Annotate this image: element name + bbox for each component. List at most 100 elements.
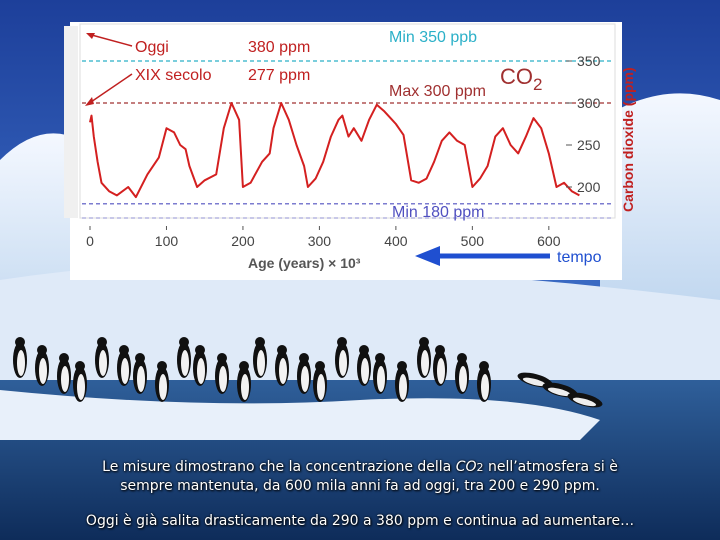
penguin-head bbox=[315, 361, 325, 371]
penguin-head bbox=[479, 361, 489, 371]
caption-line-3: Oggi è già salita drasticamente da 290 a… bbox=[85, 513, 635, 529]
x-tick-label-500: 500 bbox=[461, 233, 485, 249]
penguin-head bbox=[217, 353, 227, 363]
co2-label-main: CO bbox=[500, 64, 533, 89]
min-350-label: Min 350 ppb bbox=[389, 29, 477, 46]
caption-line-2: sempre mantenuta, da 600 mila anni fa ad… bbox=[120, 478, 600, 494]
penguin-belly bbox=[17, 350, 25, 376]
penguin bbox=[433, 345, 447, 386]
penguin-group bbox=[13, 337, 603, 408]
series-layer bbox=[89, 102, 580, 199]
penguin bbox=[567, 392, 603, 408]
x-tick-label-100: 100 bbox=[155, 233, 179, 249]
penguin-belly bbox=[572, 397, 597, 407]
penguin-belly bbox=[377, 366, 385, 392]
penguin bbox=[275, 345, 289, 386]
penguin-head bbox=[157, 361, 167, 371]
today-arrow bbox=[87, 33, 133, 47]
penguin-belly bbox=[437, 358, 445, 384]
penguin-head bbox=[135, 353, 145, 363]
penguin-head bbox=[337, 337, 347, 347]
y-axis: 200 250 300 350 bbox=[566, 53, 601, 195]
penguin-head bbox=[37, 345, 47, 355]
penguin-head bbox=[75, 361, 85, 371]
penguin-belly bbox=[361, 358, 369, 384]
penguin-head bbox=[195, 345, 205, 355]
penguin bbox=[73, 361, 87, 402]
x-tick-label-300: 300 bbox=[308, 233, 332, 249]
penguin-belly bbox=[301, 366, 309, 392]
penguin-head bbox=[255, 337, 265, 347]
x-tick-label-0: 0 bbox=[86, 233, 94, 249]
xix-arrowhead bbox=[85, 97, 94, 106]
penguin-belly bbox=[547, 387, 572, 397]
time-arrowhead bbox=[415, 246, 440, 266]
penguin-head bbox=[359, 345, 369, 355]
penguin bbox=[13, 337, 27, 378]
penguin bbox=[517, 372, 553, 388]
y-tick-label-350: 350 bbox=[577, 53, 601, 69]
y-tick-label-200: 200 bbox=[577, 179, 601, 195]
penguin bbox=[373, 353, 387, 394]
penguin bbox=[95, 337, 109, 378]
xix-value: 277 ppm bbox=[248, 67, 310, 84]
penguin-head bbox=[397, 361, 407, 371]
penguin-belly bbox=[121, 358, 129, 384]
penguin-belly bbox=[459, 366, 467, 392]
y-axis-label: Carbon dioxide (ppm) bbox=[620, 67, 636, 212]
co2-series-line bbox=[89, 102, 580, 199]
penguin bbox=[297, 353, 311, 394]
min-180-label: Min 180 ppm bbox=[392, 204, 485, 221]
penguin bbox=[237, 361, 251, 402]
penguin-belly bbox=[219, 366, 227, 392]
penguin-head bbox=[457, 353, 467, 363]
penguin-belly bbox=[279, 358, 287, 384]
iceberg-right bbox=[600, 93, 720, 300]
caption-line-1: Le misure dimostrano che la concentrazio… bbox=[20, 458, 700, 477]
penguin-head bbox=[299, 353, 309, 363]
penguin-belly bbox=[61, 366, 69, 392]
penguin-belly bbox=[399, 374, 407, 400]
penguin bbox=[455, 353, 469, 394]
chart-left-strip bbox=[64, 26, 78, 218]
time-label: tempo bbox=[557, 249, 602, 266]
penguin bbox=[117, 345, 131, 386]
x-axis-label: Age (years) × 10³ bbox=[248, 255, 361, 271]
y-tick-label-300: 300 bbox=[577, 95, 601, 111]
x-tick-label-400: 400 bbox=[384, 233, 408, 249]
today-value: 380 ppm bbox=[248, 39, 310, 56]
penguin-belly bbox=[77, 374, 85, 400]
penguin bbox=[57, 353, 71, 394]
caption-line-1a: Le misure dimostrano che la concentrazio… bbox=[102, 459, 456, 475]
penguin-head bbox=[179, 337, 189, 347]
xix-arrow bbox=[87, 73, 133, 105]
penguin-belly bbox=[39, 358, 47, 384]
penguin-belly bbox=[99, 350, 107, 376]
y-tick-label-250: 250 bbox=[577, 137, 601, 153]
today-arrowhead bbox=[86, 33, 95, 39]
penguin bbox=[477, 361, 491, 402]
penguin-belly bbox=[481, 374, 489, 400]
penguin-belly bbox=[339, 350, 347, 376]
max-300-label: Max 300 ppm bbox=[389, 83, 486, 100]
penguin-head bbox=[277, 345, 287, 355]
penguin bbox=[155, 361, 169, 402]
penguin bbox=[357, 345, 371, 386]
penguin-belly bbox=[159, 374, 167, 400]
penguin-head bbox=[97, 337, 107, 347]
penguin-belly bbox=[317, 374, 325, 400]
penguin-belly bbox=[421, 350, 429, 376]
penguin bbox=[395, 361, 409, 402]
penguin bbox=[215, 353, 229, 394]
penguin-belly bbox=[197, 358, 205, 384]
ice-floe bbox=[0, 390, 600, 440]
penguin bbox=[542, 382, 578, 398]
penguin-belly bbox=[522, 377, 547, 387]
penguin-belly bbox=[257, 350, 265, 376]
caption-line-1b: nell’atmosfera si è bbox=[483, 459, 618, 475]
caption: Le misure dimostrano che la concentrazio… bbox=[20, 458, 700, 496]
penguin bbox=[177, 337, 191, 378]
co2-label-sub: 2 bbox=[533, 75, 542, 94]
penguin-belly bbox=[241, 374, 249, 400]
plot-area bbox=[79, 23, 616, 219]
